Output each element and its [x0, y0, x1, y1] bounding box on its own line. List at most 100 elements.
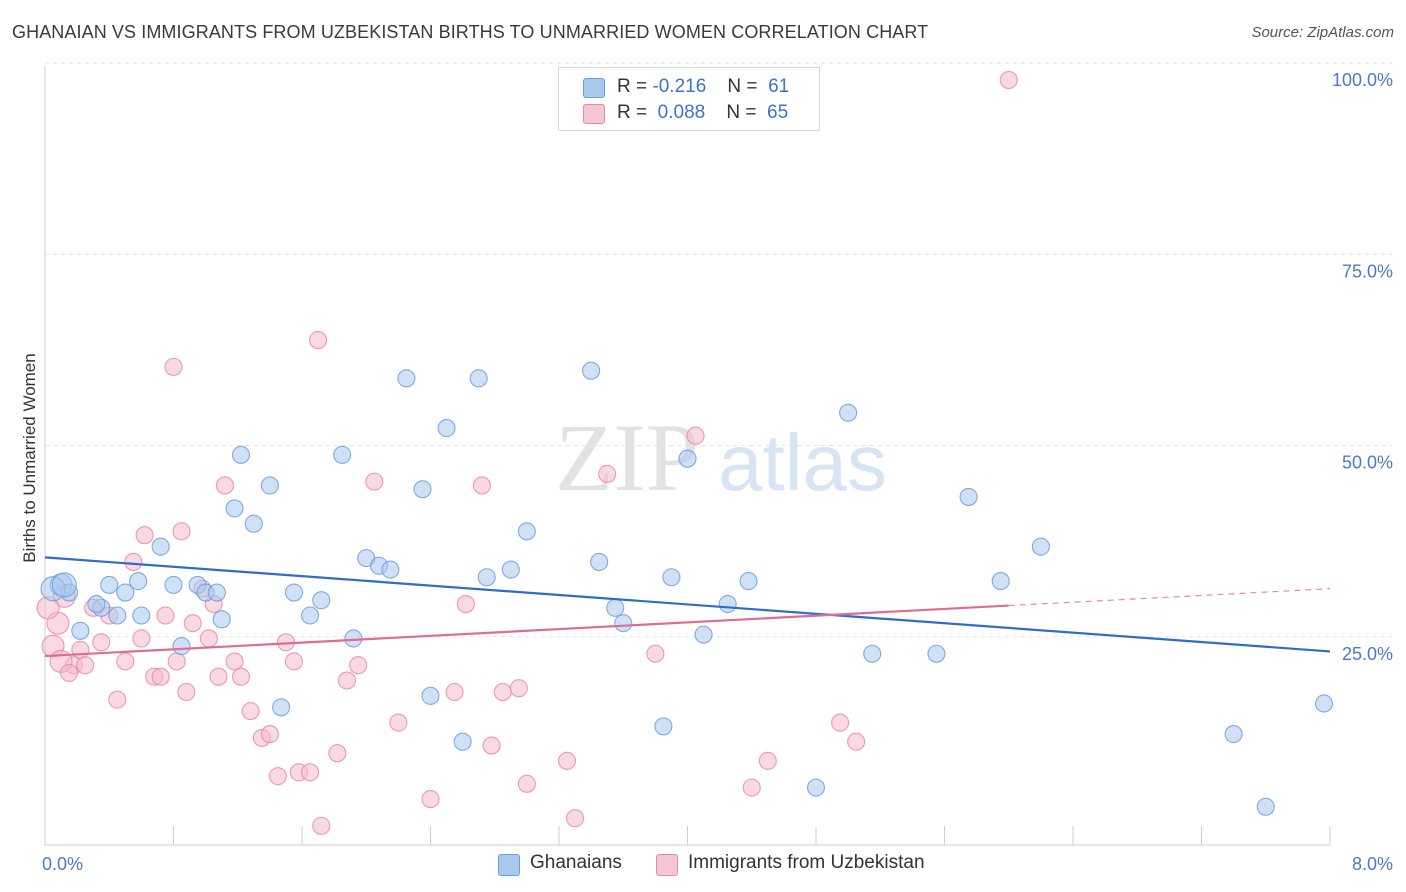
- uzbekistan-point-64: [60, 663, 79, 682]
- uzbekistan-point-50: [509, 679, 528, 698]
- ghanaian-point-18: [231, 445, 251, 464]
- trend-lines: [44, 556, 1331, 658]
- ghanaian-point-37: [501, 560, 520, 579]
- uzbekistan-point-29: [241, 702, 260, 721]
- ghanaian-point-21: [272, 698, 291, 717]
- trend-line-uzbekistan-extension: [1008, 588, 1331, 607]
- stats-swatch-ghanaians: [583, 78, 605, 98]
- n-label: N =: [726, 102, 757, 123]
- grid-lines: [45, 62, 1392, 638]
- y-tick-label-2: 75.0%: [1342, 261, 1393, 281]
- ghanaian-point-32: [421, 686, 440, 705]
- ghanaian-point-46: [694, 625, 713, 644]
- uzbekistan-point-40: [337, 671, 357, 690]
- uzbekistan-point-23: [199, 629, 218, 648]
- uzbekistan-point-4: [71, 640, 90, 659]
- stats-swatch-uzbekistan: [583, 104, 605, 124]
- uzbekistan-point-39: [328, 744, 347, 763]
- r-label: R =: [617, 76, 648, 97]
- legend-swatch-uzbekistan: [656, 854, 678, 876]
- ghanaian-point-9: [132, 606, 151, 625]
- ghanaian-point-40: [590, 552, 609, 572]
- ghanaian-point-11: [164, 575, 183, 594]
- ghanaian-point-38: [517, 522, 536, 541]
- ghanaian-point-60: [51, 572, 77, 598]
- ghanaian-point-57: [1256, 797, 1275, 816]
- ghanaian-point-3: [71, 621, 90, 640]
- uzbekistan-point-11: [124, 552, 143, 572]
- uzbekistan-point-51: [517, 774, 536, 793]
- uzbekistan-point-46: [456, 594, 475, 614]
- ghanaian-point-51: [863, 644, 882, 663]
- watermark: ZIP atlas: [555, 404, 887, 511]
- uzbekistan-point-9: [108, 690, 127, 709]
- uzbekistan-point-44: [421, 790, 440, 809]
- ghanaian-point-47: [718, 594, 737, 614]
- ghanaian-point-55: [1031, 537, 1050, 556]
- ghanaian-point-12: [172, 637, 191, 656]
- uzbekistan-point-42: [365, 472, 384, 491]
- uzbekistan-point-27: [225, 652, 244, 671]
- x-tick-label-1: 8.0%: [1352, 854, 1393, 874]
- uzbekistan-point-47: [472, 476, 491, 495]
- ghanaian-point-15: [207, 583, 226, 602]
- n-label: N =: [727, 76, 758, 97]
- legend-swatch-ghanaians: [498, 854, 520, 876]
- y-tick-label-3: 100.0%: [1332, 70, 1393, 90]
- uzbekistan-point-28: [231, 667, 251, 686]
- ghanaian-point-42: [614, 614, 633, 633]
- uzbekistan-point-54: [598, 464, 617, 484]
- trend-line-ghanaians: [44, 556, 1331, 653]
- ghanaian-point-7: [116, 583, 135, 602]
- y-axis-label: Births to Unmarried Women: [20, 353, 39, 562]
- uzbekistan-point-34: [284, 652, 304, 671]
- uzbekistan-point-19: [172, 522, 191, 541]
- uzbekistan-point-31: [260, 725, 279, 744]
- uzbekistan-point-58: [758, 751, 777, 770]
- ghanaian-point-23: [300, 606, 320, 625]
- uzbekistan-point-32: [268, 767, 287, 786]
- axes: [44, 66, 1331, 846]
- trend-line-uzbekistan: [44, 604, 1009, 658]
- ghanaian-point-48: [739, 572, 758, 591]
- ghanaian-point-35: [469, 369, 488, 388]
- ghanaian-point-39: [582, 361, 601, 380]
- ghanaian-point-22: [284, 583, 304, 602]
- ghanaian-point-44: [662, 568, 681, 587]
- r-label: R =: [617, 102, 648, 123]
- uzbekistan-point-55: [646, 644, 665, 663]
- ghanaian-point-31: [413, 480, 432, 499]
- uzbekistan-point-13: [135, 526, 154, 545]
- n-value: 61: [768, 76, 790, 97]
- legend-label-uzbekistan: Immigrants from Uzbekistan: [688, 852, 925, 873]
- ghanaian-point-36: [477, 568, 496, 587]
- uzbekistan-point-61: [999, 70, 1018, 90]
- ghanaian-point-41: [606, 598, 625, 617]
- uzbekistan-point-25: [209, 667, 228, 686]
- uzbekistan-point-57: [742, 778, 761, 797]
- y-tick-label-1: 50.0%: [1342, 453, 1393, 473]
- ghanaian-point-20: [260, 476, 279, 495]
- uzbekistan-point-38: [312, 816, 331, 835]
- tick-labels: 25.0% 50.0% 75.0% 100.0% 0.0% 8.0%: [42, 70, 1393, 874]
- uzbekistan-point-60: [847, 732, 866, 751]
- uzbekistan-point-18: [167, 652, 186, 671]
- ghanaian-point-52: [927, 644, 946, 663]
- ghanaian-point-56: [1224, 725, 1243, 744]
- uzbekistan-point-36: [300, 763, 320, 782]
- ghanaian-point-54: [991, 572, 1010, 591]
- ghanaian-point-33: [437, 419, 456, 438]
- ghanaian-point-16: [212, 610, 231, 629]
- uzbekistan-point-17: [164, 357, 183, 376]
- uzbekistan-point-7: [92, 633, 111, 652]
- ghanaian-point-45: [678, 449, 697, 468]
- y-tick-label-0: 25.0%: [1342, 644, 1393, 664]
- n-value: 65: [767, 102, 789, 123]
- ghanaian-point-19: [244, 514, 263, 533]
- ghanaian-point-30: [397, 369, 416, 388]
- uzbekistan-point-53: [566, 809, 585, 828]
- uzbekistan-point-59: [831, 713, 850, 732]
- uzbekistan-point-41: [349, 656, 368, 675]
- chart-title: GHANAIAN VS IMMIGRANTS FROM UZBEKISTAN B…: [12, 22, 929, 42]
